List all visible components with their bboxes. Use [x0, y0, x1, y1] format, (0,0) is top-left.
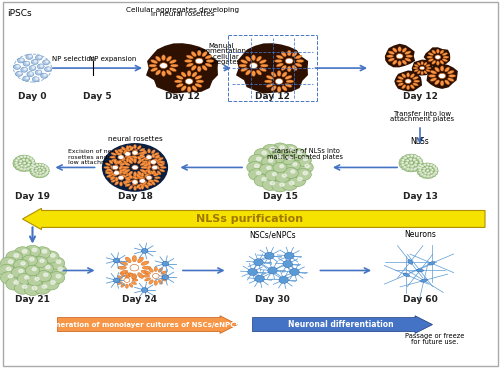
- Circle shape: [112, 165, 118, 170]
- Ellipse shape: [126, 284, 128, 288]
- Ellipse shape: [281, 66, 286, 70]
- Circle shape: [402, 156, 407, 160]
- Ellipse shape: [126, 257, 131, 263]
- Circle shape: [36, 78, 38, 79]
- Circle shape: [14, 159, 19, 163]
- Polygon shape: [236, 43, 308, 93]
- Circle shape: [404, 155, 410, 159]
- Circle shape: [42, 278, 59, 290]
- Ellipse shape: [114, 159, 116, 163]
- Ellipse shape: [147, 155, 151, 159]
- Ellipse shape: [129, 175, 133, 178]
- Ellipse shape: [145, 163, 150, 166]
- Circle shape: [16, 71, 22, 76]
- Circle shape: [420, 162, 422, 163]
- Ellipse shape: [122, 158, 126, 161]
- Circle shape: [280, 183, 284, 186]
- Ellipse shape: [181, 86, 186, 91]
- Circle shape: [56, 260, 61, 263]
- Ellipse shape: [132, 255, 136, 262]
- Circle shape: [46, 266, 50, 269]
- Circle shape: [19, 164, 24, 168]
- Ellipse shape: [151, 160, 155, 164]
- Circle shape: [408, 154, 414, 159]
- Circle shape: [29, 55, 32, 57]
- Circle shape: [46, 172, 48, 173]
- Circle shape: [44, 273, 48, 276]
- Ellipse shape: [295, 55, 302, 59]
- Circle shape: [428, 174, 433, 178]
- Ellipse shape: [123, 150, 127, 154]
- Circle shape: [185, 78, 193, 84]
- Ellipse shape: [144, 278, 150, 281]
- Circle shape: [419, 164, 424, 169]
- Ellipse shape: [426, 67, 431, 69]
- Circle shape: [255, 275, 264, 282]
- Text: Generation of monolayer cultures of NSCs/eNPCs: Generation of monolayer cultures of NSCs…: [45, 322, 240, 328]
- Circle shape: [50, 254, 55, 257]
- Ellipse shape: [120, 149, 122, 153]
- Circle shape: [23, 159, 24, 160]
- Ellipse shape: [132, 273, 136, 280]
- Circle shape: [14, 64, 20, 70]
- Ellipse shape: [264, 80, 272, 83]
- Ellipse shape: [132, 156, 138, 159]
- Ellipse shape: [150, 60, 158, 64]
- Circle shape: [42, 250, 47, 253]
- Ellipse shape: [111, 153, 116, 156]
- Circle shape: [20, 156, 22, 158]
- Text: Transfer into low: Transfer into low: [394, 111, 452, 117]
- Circle shape: [40, 175, 41, 176]
- Ellipse shape: [154, 179, 159, 182]
- Circle shape: [428, 166, 432, 170]
- Circle shape: [402, 159, 404, 160]
- Circle shape: [41, 168, 46, 171]
- Circle shape: [32, 173, 36, 176]
- Circle shape: [411, 169, 412, 170]
- Ellipse shape: [281, 52, 286, 57]
- Circle shape: [415, 164, 416, 165]
- Circle shape: [20, 163, 21, 164]
- Circle shape: [418, 157, 419, 158]
- Ellipse shape: [120, 163, 125, 166]
- Circle shape: [254, 259, 264, 266]
- Ellipse shape: [206, 60, 214, 63]
- Ellipse shape: [187, 71, 191, 76]
- Circle shape: [297, 162, 314, 173]
- Circle shape: [412, 166, 414, 167]
- Circle shape: [428, 173, 430, 174]
- Circle shape: [425, 175, 430, 178]
- Circle shape: [142, 248, 148, 253]
- Ellipse shape: [141, 270, 149, 275]
- Ellipse shape: [126, 159, 131, 162]
- Circle shape: [282, 174, 286, 177]
- Ellipse shape: [130, 158, 134, 161]
- Ellipse shape: [115, 170, 119, 174]
- Circle shape: [118, 176, 124, 180]
- Ellipse shape: [432, 50, 436, 54]
- Ellipse shape: [154, 159, 159, 162]
- Circle shape: [433, 166, 434, 167]
- Text: low attachment plates: low attachment plates: [68, 160, 138, 165]
- Ellipse shape: [402, 60, 406, 64]
- Ellipse shape: [252, 55, 256, 60]
- Circle shape: [248, 155, 265, 166]
- Ellipse shape: [292, 52, 297, 57]
- Ellipse shape: [170, 64, 178, 67]
- Circle shape: [146, 155, 152, 159]
- Ellipse shape: [126, 179, 131, 182]
- Ellipse shape: [144, 158, 148, 160]
- Ellipse shape: [140, 152, 146, 154]
- Ellipse shape: [140, 184, 145, 187]
- Circle shape: [399, 161, 405, 165]
- Circle shape: [19, 72, 21, 74]
- Circle shape: [435, 55, 441, 59]
- Circle shape: [142, 288, 148, 293]
- Polygon shape: [146, 43, 218, 93]
- Circle shape: [146, 176, 152, 180]
- Circle shape: [404, 167, 406, 168]
- Circle shape: [303, 171, 308, 175]
- Circle shape: [16, 164, 18, 166]
- Circle shape: [24, 162, 25, 163]
